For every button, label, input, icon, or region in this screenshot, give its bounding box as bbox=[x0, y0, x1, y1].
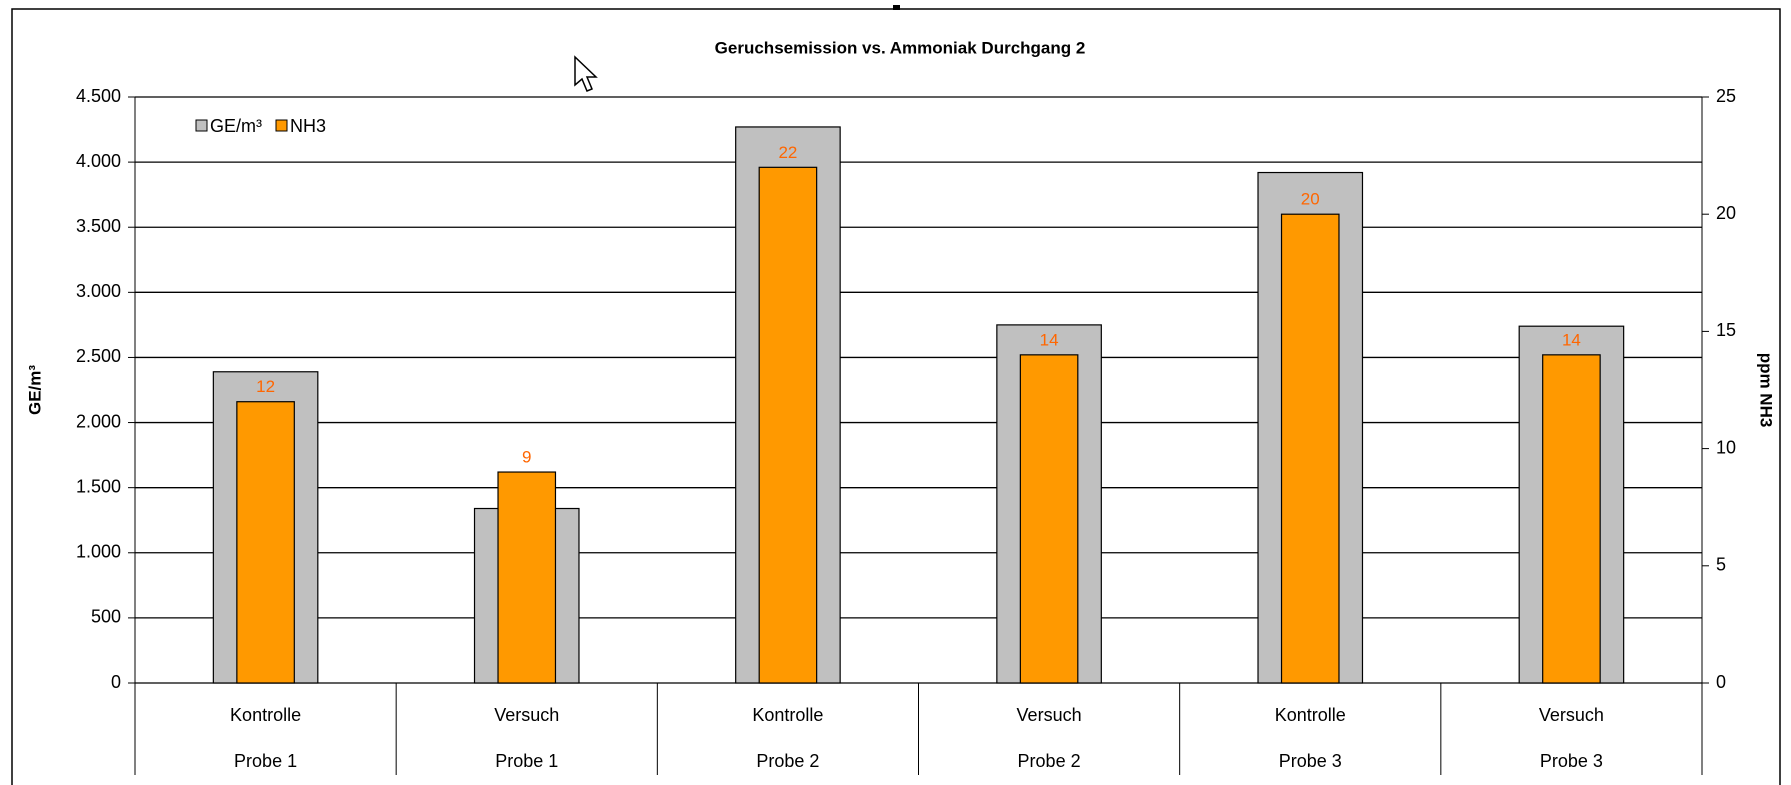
tick-artifact bbox=[893, 5, 900, 10]
data-label: 20 bbox=[1301, 190, 1320, 209]
x-tick-label: Versuch bbox=[494, 705, 559, 725]
y-tick-label: 4.500 bbox=[76, 86, 121, 106]
y2-tick-label: 15 bbox=[1716, 320, 1736, 340]
x-group-label: Probe 1 bbox=[234, 751, 297, 771]
bar bbox=[1280, 213, 1340, 684]
y-tick-label: 1.500 bbox=[76, 476, 121, 496]
x-group-label: Probe 1 bbox=[495, 751, 558, 771]
y2-tick-label: 5 bbox=[1716, 555, 1726, 575]
y2-tick-label: 10 bbox=[1716, 437, 1736, 457]
data-label: 14 bbox=[1562, 330, 1581, 349]
y2-tick-label: 0 bbox=[1716, 672, 1726, 692]
y2-tick-label: 25 bbox=[1716, 86, 1736, 106]
x-group-label: Probe 2 bbox=[756, 751, 819, 771]
mouse-cursor bbox=[574, 55, 598, 92]
y-tick-label: 500 bbox=[91, 607, 121, 627]
legend-swatch bbox=[195, 119, 208, 132]
x-group-label: Probe 3 bbox=[1279, 751, 1342, 771]
bar bbox=[1542, 354, 1601, 684]
x-tick-label: Versuch bbox=[1017, 705, 1082, 725]
x-tick-label: Kontrolle bbox=[230, 705, 301, 725]
legend-label: GE/m³ bbox=[210, 116, 262, 136]
y-tick-label: 3.500 bbox=[76, 216, 121, 236]
y-tick-label: 3.000 bbox=[76, 281, 121, 301]
y-tick-label: 2.000 bbox=[76, 411, 121, 431]
x-tick-label: Kontrolle bbox=[752, 705, 823, 725]
y2-axis-label: ppm NH3 bbox=[1757, 353, 1776, 428]
x-group-label: Probe 3 bbox=[1540, 751, 1603, 771]
y-tick-label: 2.500 bbox=[76, 346, 121, 366]
bar bbox=[758, 166, 818, 684]
legend-swatch bbox=[275, 119, 288, 132]
chart-title: Geruchsemission vs. Ammoniak Durchgang 2 bbox=[715, 38, 1086, 57]
x-tick-label: Versuch bbox=[1539, 705, 1604, 725]
data-label: 22 bbox=[778, 143, 797, 162]
data-label: 9 bbox=[522, 448, 531, 467]
x-group-label: Probe 2 bbox=[1018, 751, 1081, 771]
data-label: 12 bbox=[256, 377, 275, 396]
y-tick-label: 1.000 bbox=[76, 542, 121, 562]
bar bbox=[1019, 354, 1079, 684]
y-tick-label: 4.000 bbox=[76, 151, 121, 171]
data-label: 14 bbox=[1040, 330, 1059, 349]
bar bbox=[497, 471, 557, 684]
y2-tick-label: 20 bbox=[1716, 203, 1736, 223]
bar bbox=[236, 401, 295, 684]
y-axis-label: GE/m³ bbox=[25, 365, 44, 415]
legend-label: NH3 bbox=[290, 116, 326, 136]
y-tick-label: 0 bbox=[111, 672, 121, 692]
x-tick-label: Kontrolle bbox=[1275, 705, 1346, 725]
